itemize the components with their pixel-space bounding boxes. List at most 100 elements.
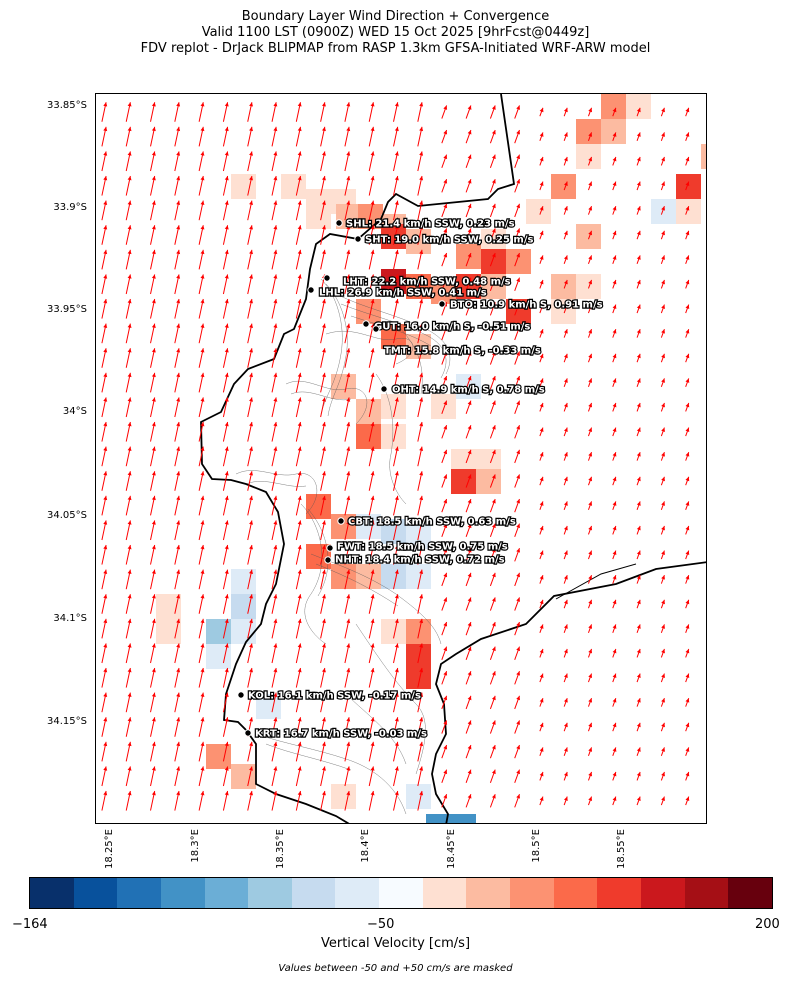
wind-arrow	[587, 181, 593, 191]
wind-arrow	[101, 372, 108, 393]
wind-arrow	[222, 372, 229, 393]
wind-arrow	[344, 692, 351, 713]
wind-arrow	[685, 722, 690, 732]
wind-arrow	[465, 326, 472, 341]
wind-arrow	[198, 741, 205, 762]
wind-arrow	[612, 304, 617, 314]
wind-arrow	[125, 544, 132, 565]
wind-arrow	[368, 569, 375, 590]
wind-arrow	[368, 790, 375, 811]
wind-arrow	[636, 304, 641, 314]
velocity-cell	[356, 399, 381, 424]
wind-arrow	[198, 372, 205, 393]
wind-arrow	[539, 722, 544, 732]
wind-arrows	[101, 102, 690, 811]
wind-arrow	[465, 572, 472, 587]
wind-arrow	[125, 741, 132, 762]
wind-arrow	[563, 427, 568, 437]
wind-arrow	[222, 741, 229, 762]
wind-arrow	[465, 498, 472, 513]
lon-label-18-55: 18.55°E	[616, 829, 627, 869]
wind-arrow	[563, 156, 568, 166]
wind-arrow	[247, 544, 254, 565]
wind-arrow	[368, 151, 375, 172]
wind-arrow	[563, 107, 568, 117]
wind-arrow	[247, 421, 254, 442]
wind-arrow	[344, 372, 351, 393]
wind-arrow	[587, 304, 593, 314]
wind-arrow	[563, 525, 568, 535]
wind-arrow	[295, 249, 302, 270]
wind-arrow	[441, 794, 448, 808]
wind-arrow	[465, 351, 472, 365]
wind-arrow	[125, 200, 132, 221]
wind-arrow	[465, 794, 472, 808]
wind-arrow	[295, 471, 302, 491]
wind-arrow	[174, 766, 181, 787]
wind-arrow	[636, 402, 641, 412]
wind-arrow	[465, 474, 472, 488]
wind-arrow	[465, 302, 472, 316]
station-label: OHT: 14.9 km/h S, 0.78 m/s	[392, 385, 545, 396]
wind-arrow	[320, 717, 326, 737]
wind-arrow	[612, 206, 617, 215]
terrain-contour	[395, 323, 423, 395]
wind-arrow	[393, 569, 399, 590]
wind-arrow	[125, 618, 132, 639]
wind-arrow	[393, 766, 399, 787]
lon-label-18-35: 18.35°E	[275, 829, 286, 869]
wind-arrow	[660, 279, 665, 289]
wind-arrow	[660, 771, 665, 781]
wind-arrow	[271, 298, 278, 319]
wind-arrow	[344, 200, 351, 221]
wind-arrow	[685, 648, 690, 658]
wind-arrow	[344, 397, 351, 418]
wind-arrow	[441, 375, 448, 390]
wind-arrow	[685, 550, 690, 560]
velocity-cell	[406, 619, 431, 644]
wind-arrow	[320, 495, 326, 516]
wind-arrow	[198, 667, 205, 688]
wind-arrow	[685, 501, 690, 510]
wind-arrow	[660, 206, 665, 215]
wind-arrow	[393, 348, 399, 368]
wind-arrow	[125, 348, 132, 368]
wind-arrow	[636, 525, 641, 535]
wind-arrow	[489, 351, 496, 365]
lon-label-18-4: 18.4°E	[360, 829, 371, 863]
velocity-cell	[456, 274, 481, 299]
wind-arrow	[125, 594, 132, 614]
wind-arrow	[514, 154, 521, 168]
velocity-cell	[381, 619, 406, 644]
wind-arrow	[660, 452, 665, 461]
wind-arrow	[514, 720, 521, 734]
colorbar-swatch	[204, 878, 249, 908]
wind-arrow	[417, 495, 424, 516]
wind-arrow	[198, 544, 205, 565]
wind-arrow	[539, 181, 544, 191]
wind-arrow	[563, 796, 568, 806]
station-oht: OHT: 14.9 km/h S, 0.78 m/s	[380, 383, 546, 397]
wind-arrow	[344, 667, 351, 688]
wind-arrow	[489, 621, 496, 636]
wind-arrow	[539, 624, 544, 633]
wind-arrow	[174, 225, 181, 245]
station-marker	[380, 385, 388, 393]
wind-arrow	[465, 769, 472, 783]
wind-arrow	[514, 597, 521, 611]
station-shl: SHL: 21.4 km/h SSW, 0.23 m/s	[335, 217, 516, 231]
station-marker	[335, 219, 343, 227]
wind-arrow	[150, 323, 156, 344]
station-bto: BTO: 10.9 km/h S, 0.91 m/s	[438, 298, 604, 312]
wind-arrow	[198, 692, 205, 713]
wind-arrow	[125, 298, 132, 319]
wind-arrow	[612, 378, 617, 387]
wind-arrow	[295, 643, 302, 664]
wind-arrow	[101, 741, 108, 762]
wind-arrow	[685, 747, 690, 756]
wind-arrow	[441, 129, 448, 144]
wind-arrow	[198, 569, 205, 590]
wind-arrow	[344, 643, 351, 664]
velocity-cell	[476, 469, 501, 494]
velocity-cell	[481, 249, 506, 274]
